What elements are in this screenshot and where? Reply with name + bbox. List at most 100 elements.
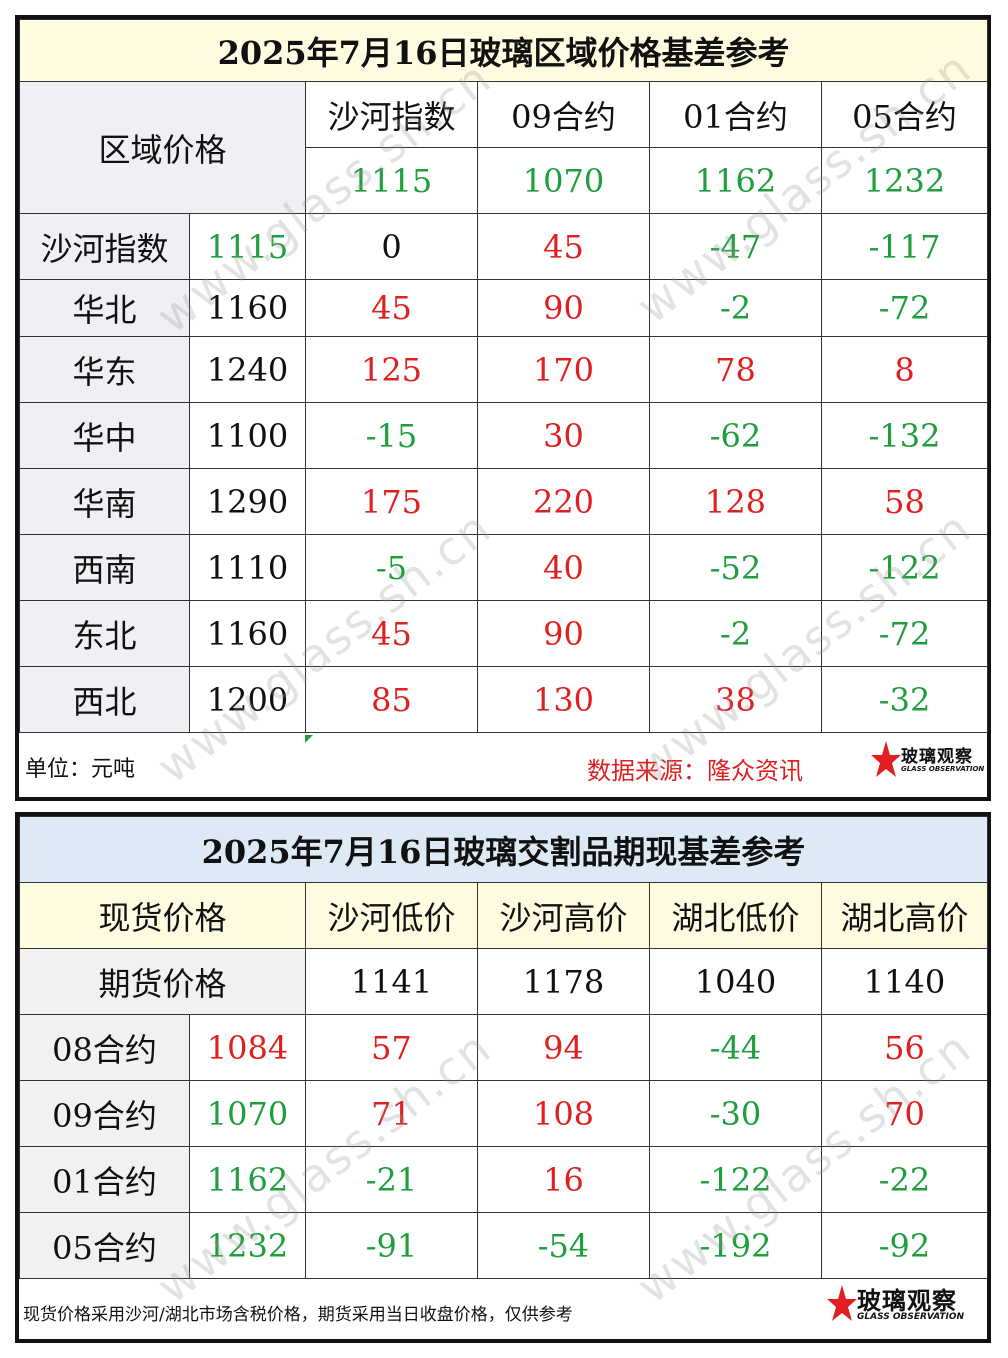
delivery-table-footer: 现货价格采用沙河/湖北市场含税价格，期货采用当日收盘价格，仅供参考 玻璃观察 G… xyxy=(19,1283,987,1339)
column-header-09-contract: 09合约 xyxy=(477,81,650,148)
column-price: 1162 xyxy=(649,147,822,214)
basis-value: -92 xyxy=(821,1212,988,1279)
basis-value: 70 xyxy=(821,1080,988,1147)
basis-value: -91 xyxy=(305,1212,478,1279)
basis-value: 108 xyxy=(477,1080,650,1147)
table-row: 华北 1160 45 90 -2 -72 xyxy=(19,279,989,337)
basis-value: 130 xyxy=(477,666,650,733)
column-header-shahe-index: 沙河指数 xyxy=(305,81,478,148)
basis-value: -2 xyxy=(649,600,822,667)
spot-price-value: 1178 xyxy=(477,948,650,1015)
basis-value: -62 xyxy=(649,402,822,469)
column-header-05-contract: 05合约 xyxy=(820,81,989,148)
region-basis-table: 2025年7月16日玻璃区域价格基差参考 区域价格 沙河指数 09合约 01合约… xyxy=(18,19,989,733)
basis-value: 128 xyxy=(649,468,822,535)
basis-value: -132 xyxy=(820,402,989,469)
region-price: 1290 xyxy=(189,468,306,535)
glass-observation-logo: 玻璃观察 GLASS OBSERVATION xyxy=(827,1285,964,1325)
basis-value: 90 xyxy=(477,600,650,667)
column-price: 1070 xyxy=(477,147,650,214)
delivery-basis-table: 2025年7月16日玻璃交割品期现基差参考 现货价格 沙河低价 沙河高价 湖北低… xyxy=(19,816,988,1279)
logo-subtitle: GLASS OBSERVATION xyxy=(901,765,985,773)
futures-price-label: 期货价格 xyxy=(19,948,306,1015)
basis-value: -5 xyxy=(305,534,478,601)
basis-value: 85 xyxy=(305,666,478,733)
region-name: 华北 xyxy=(19,279,190,337)
table-row: 华中 1100 -15 30 -62 -132 xyxy=(19,402,989,469)
basis-value: -30 xyxy=(649,1080,822,1147)
basis-value: -2 xyxy=(649,279,822,337)
region-price: 1200 xyxy=(189,666,306,733)
region-name: 西南 xyxy=(19,534,190,601)
spot-price-label: 现货价格 xyxy=(19,882,306,949)
basis-value: -122 xyxy=(820,534,989,601)
region-price: 1110 xyxy=(189,534,306,601)
table-row: 沙河指数 1115 0 45 -47 -117 xyxy=(19,213,989,280)
basis-value: -192 xyxy=(649,1212,822,1279)
basis-value: 94 xyxy=(477,1014,650,1081)
table-row: 华东 1240 125 170 78 8 xyxy=(19,336,989,403)
contract-name: 09合约 xyxy=(19,1080,190,1147)
region-name: 华中 xyxy=(19,402,190,469)
basis-value: 45 xyxy=(305,600,478,667)
star-icon xyxy=(871,741,901,777)
basis-value: -21 xyxy=(305,1146,478,1213)
basis-value: 45 xyxy=(305,279,478,337)
basis-value: -32 xyxy=(820,666,989,733)
basis-value: 56 xyxy=(821,1014,988,1081)
glass-observation-logo: 玻璃观察 GLASS OBSERVATION xyxy=(871,741,984,781)
delivery-table-title: 2025年7月16日玻璃交割品期现基差参考 xyxy=(19,816,988,883)
logo-name: 玻璃观察 xyxy=(901,747,973,767)
futures-price: 1232 xyxy=(189,1212,306,1279)
basis-value: -47 xyxy=(649,213,822,280)
basis-value: 78 xyxy=(649,336,822,403)
spot-price-value: 1040 xyxy=(649,948,822,1015)
unit-label: 单位：元吨 xyxy=(25,757,136,782)
column-price: 1115 xyxy=(305,147,478,214)
column-header-shahe-low: 沙河低价 xyxy=(305,882,478,949)
region-name: 东北 xyxy=(19,600,190,667)
region-price: 1160 xyxy=(189,600,306,667)
table-row: 东北 1160 45 90 -2 -72 xyxy=(19,600,989,667)
footnote: 现货价格采用沙河/湖北市场含税价格，期货采用当日收盘价格，仅供参考 xyxy=(23,1305,573,1325)
table-row: 08合约 1084 57 94 -44 56 xyxy=(19,1014,988,1081)
region-basis-panel: 2025年7月16日玻璃区域价格基差参考 区域价格 沙河指数 09合约 01合约… xyxy=(15,15,991,801)
contract-name: 08合约 xyxy=(19,1014,190,1081)
futures-price: 1084 xyxy=(189,1014,306,1081)
region-name: 西北 xyxy=(19,666,190,733)
basis-value: -117 xyxy=(820,213,989,280)
region-name: 华东 xyxy=(19,336,190,403)
basis-value: 40 xyxy=(477,534,650,601)
basis-value: 58 xyxy=(820,468,989,535)
basis-value: 71 xyxy=(305,1080,478,1147)
region-table-title: 2025年7月16日玻璃区域价格基差参考 xyxy=(18,19,989,82)
basis-value: 0 xyxy=(305,213,478,280)
table-row: 西北 1200 85 130 38 -32 xyxy=(19,666,989,733)
column-price: 1232 xyxy=(820,147,989,214)
region-name: 华南 xyxy=(19,468,190,535)
region-price: 1100 xyxy=(189,402,306,469)
column-header-shahe-high: 沙河高价 xyxy=(477,882,650,949)
basis-value: 90 xyxy=(477,279,650,337)
delivery-basis-panel: 2025年7月16日玻璃交割品期现基差参考 现货价格 沙河低价 沙河高价 湖北低… xyxy=(15,812,991,1343)
basis-value: 8 xyxy=(820,336,989,403)
basis-value: 125 xyxy=(305,336,478,403)
basis-value: 45 xyxy=(477,213,650,280)
logo-subtitle: GLASS OBSERVATION xyxy=(857,1311,965,1322)
table-row: 西南 1110 -5 40 -52 -122 xyxy=(19,534,989,601)
table-row: 华南 1290 175 220 128 58 xyxy=(19,468,989,535)
basis-value: -72 xyxy=(820,279,989,337)
basis-value: 175 xyxy=(305,468,478,535)
region-price: 1115 xyxy=(189,213,306,280)
basis-value: -122 xyxy=(649,1146,822,1213)
basis-value: -72 xyxy=(820,600,989,667)
region-table-footer: 单位：元吨 数据来源：隆众资讯 玻璃观察 GLASS OBSERVATION xyxy=(19,731,987,797)
table-row: 05合约 1232 -91 -54 -192 -92 xyxy=(19,1212,988,1279)
logo-name: 玻璃观察 xyxy=(857,1286,957,1315)
basis-value: 38 xyxy=(649,666,822,733)
basis-value: 170 xyxy=(477,336,650,403)
basis-value: -44 xyxy=(649,1014,822,1081)
table-row: 09合约 1070 71 108 -30 70 xyxy=(19,1080,988,1147)
basis-value: -52 xyxy=(649,534,822,601)
basis-value: -54 xyxy=(477,1212,650,1279)
